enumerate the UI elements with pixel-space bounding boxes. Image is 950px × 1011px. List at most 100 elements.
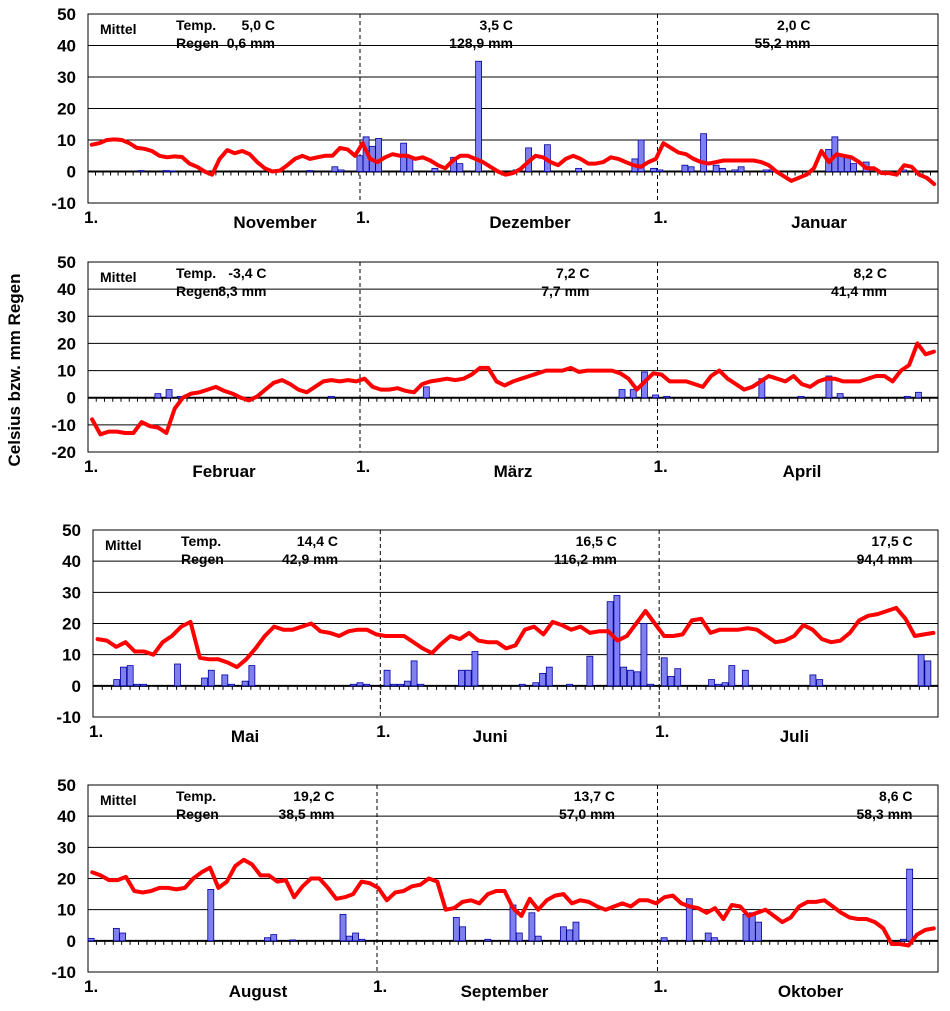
y-tick-label: 10 [57,362,76,381]
month-rain-value: 94,4 mm [857,551,913,567]
rain-bar [714,683,722,687]
month-name-label: Januar [791,213,847,232]
temperature-line [90,341,936,437]
month-start-label: 1. [654,457,668,476]
rain-bar [518,683,526,687]
month-temp-value: 7,2 C [556,265,589,281]
month-start-label: 1. [84,977,98,996]
y-tick-label: 10 [57,901,76,920]
month-start-label: 1. [655,722,669,741]
rain-bar [289,939,297,942]
regen-label: Regen [181,551,224,567]
month-name-label: Mai [231,727,259,746]
rain-bar [606,601,614,687]
rain-bar [586,655,594,687]
rain-bar [718,167,726,172]
y-tick-label: 50 [57,5,76,24]
y-tick-label: 50 [62,521,81,540]
y-tick-label: 40 [57,807,76,826]
rain-bar [119,932,127,942]
rain-bar [915,391,922,399]
rain-bar [534,935,542,942]
y-tick-label: -10 [56,708,81,727]
regen-label: Regen [176,35,219,51]
rain-bar [403,680,411,687]
y-tick-label: 0 [72,677,81,696]
rain-bar [837,155,845,172]
rain-bar [383,669,391,687]
rain-bar [728,665,736,687]
month-name-label: November [233,213,317,232]
month-start-label: 1. [376,722,390,741]
rain-bar [459,926,467,942]
month-temp-value: 3,5 C [480,17,513,33]
rain-bar [663,395,671,399]
month-name-label: Oktober [778,982,844,1001]
rain-bar [755,921,762,942]
rain-bar [797,395,805,399]
rain-bar [162,170,170,172]
rain-bar [559,926,567,942]
rain-bar [356,155,364,172]
rain-bar [397,683,404,687]
rain-bar [539,672,546,687]
month-temp-value: 8,6 C [879,788,912,804]
month-start-label: 1. [89,722,103,741]
rain-bar [737,166,745,172]
rain-bar [471,651,479,687]
regen-label: Regen [176,283,219,299]
month-rain-value: 57,0 mm [559,806,615,822]
rain-bar [87,937,95,942]
rain-bar [363,683,371,687]
month-name-label: März [494,462,533,481]
rain-bar [154,393,162,399]
month-name-label: September [461,982,549,1001]
y-tick-label: 40 [57,37,76,56]
rain-bar [545,666,553,687]
rain-bar [917,654,925,687]
rain-bar [390,683,398,687]
y-tick-label: 0 [67,932,76,951]
rain-bar [221,674,229,687]
y-tick-label: 30 [57,68,76,87]
rain-bar [207,669,215,687]
month-rain-value: 55,2 mm [754,35,810,51]
month-rain-value: 128,9 mm [449,35,513,51]
rain-bar [700,133,708,172]
month-start-label: 1. [356,208,370,227]
month-rain-value: 8,3 mm [218,283,266,299]
month-temp-value: 8,2 C [854,265,887,281]
mittel-label: Mittel [100,21,137,37]
rain-bar [248,665,256,687]
rain-bar [566,929,574,942]
rain-bar [825,375,833,399]
rain-bar [731,169,739,172]
rain-bar [484,938,492,942]
y-tick-label: 50 [57,253,76,272]
rain-bar [924,660,932,687]
rain-bar [112,927,120,942]
rain-bar [431,167,439,172]
rain-bar [660,937,668,942]
rain-bar [113,679,121,687]
rain-bar [168,170,176,173]
panel-3: 50 40 30 20 10 0 -10 Mittel Temp. Regen 14,4 C 42,9… [56,521,939,746]
month-rain-value: 116,2 mm [554,551,617,567]
rain-bar [456,163,464,172]
month-rain-value: 7,7 mm [541,283,589,299]
y-axis-label: Celsius bzw. mm Regen [5,273,24,466]
month-temp-value: 19,2 C [293,788,334,804]
regen-label: Regen [176,806,219,822]
rain-bar [458,669,465,687]
rain-bar [375,138,383,172]
rain-bar [575,167,583,172]
temp-label: Temp. [176,788,216,804]
rain-bar [137,170,145,172]
rain-bar [667,676,675,687]
rain-bar [241,680,249,687]
rain-bar [337,169,345,172]
rain-bar [836,393,844,399]
month-temp-value: 13,7 C [574,788,615,804]
